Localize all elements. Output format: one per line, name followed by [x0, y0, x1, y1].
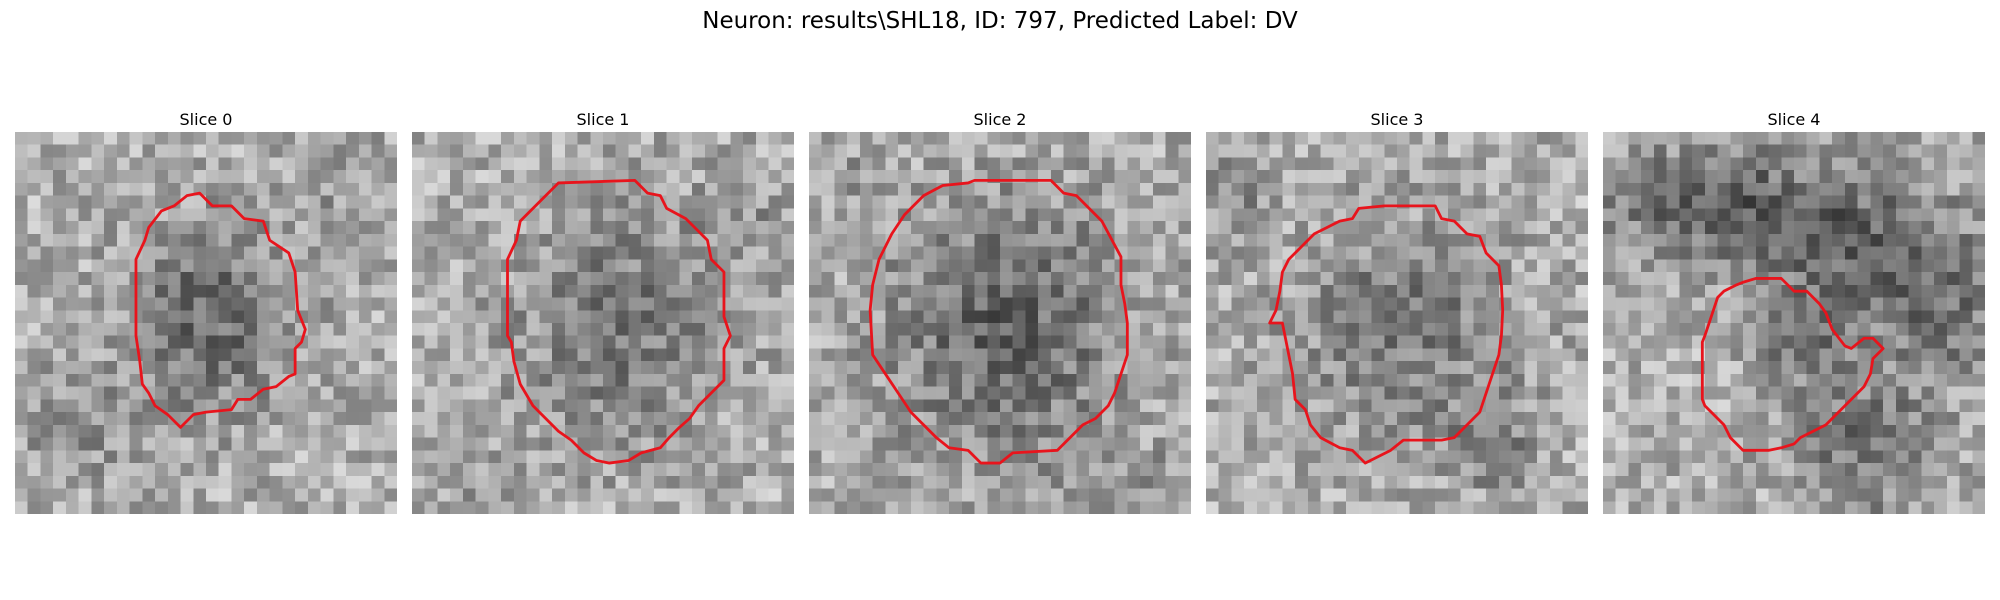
roi-contour: [868, 178, 1129, 465]
roi-contour: [1268, 204, 1505, 465]
slice-title: Slice 4: [1767, 110, 1821, 129]
slice-panel-4: Slice 4: [1603, 108, 1985, 514]
slice-title: Slice 3: [1370, 110, 1424, 129]
roi-contour: [134, 191, 307, 429]
slice-panel-1: Slice 1: [412, 108, 794, 514]
slice-panel-3: Slice 3: [1206, 108, 1588, 514]
roi-contour: [1700, 277, 1885, 452]
slice-panel-2: Slice 2: [809, 108, 1191, 514]
figure-title: Neuron: results\SHL18, ID: 797, Predicte…: [702, 8, 1298, 34]
slice-image: [15, 132, 397, 514]
slice-title: Slice 1: [576, 110, 630, 129]
slice-image: [1603, 132, 1985, 514]
roi-contour: [506, 178, 732, 465]
slice-image: [412, 132, 794, 514]
slice-panel-0: Slice 0: [15, 108, 397, 514]
slice-title: Slice 2: [973, 110, 1027, 129]
slice-title: Slice 0: [179, 110, 233, 129]
